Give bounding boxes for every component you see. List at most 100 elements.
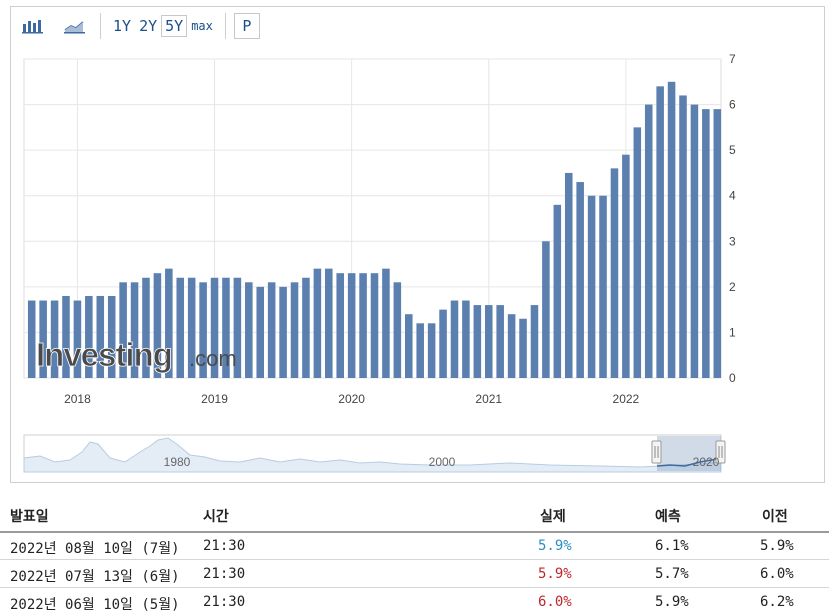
bar[interactable] [633,127,642,378]
row-divider [0,559,829,560]
bar[interactable] [382,268,390,378]
bar[interactable] [62,295,70,378]
bar[interactable] [107,295,116,378]
bar[interactable] [187,277,196,378]
bar[interactable] [622,154,630,378]
bar[interactable] [176,277,185,378]
bar[interactable] [507,314,516,378]
bar[interactable] [50,300,59,378]
x-tick-label: 2020 [338,392,365,406]
row-date: 2022년 06월 10일 (5월) [10,597,180,613]
bar[interactable] [405,314,413,378]
range-1y-button[interactable]: 1Y [113,17,132,35]
bar[interactable] [530,305,539,378]
bar[interactable] [347,273,356,378]
bar[interactable] [199,282,207,378]
y-tick-label: 7 [729,52,736,66]
navigator-label: 1980 [164,455,191,469]
row-date: 2022년 08월 10일 (7월) [10,541,180,557]
line-chart-icon[interactable] [58,12,92,40]
row-time: 21:30 [203,594,246,610]
navigator-label: 2000 [429,455,456,469]
investing-watermark: Investing .com [36,336,237,374]
bar[interactable] [576,182,584,378]
bar[interactable] [325,268,333,378]
bar[interactable] [427,323,436,378]
bar[interactable] [210,277,219,378]
bar[interactable] [313,268,322,378]
table-row: 2022년 06월 10일 (5월) 21:30 6.0% 5.9% 6.2% [0,590,829,614]
navigator-label: 2020 [693,455,720,469]
bar[interactable] [416,323,424,378]
bar[interactable] [610,168,619,378]
navigator-left-handle[interactable] [651,440,662,464]
bar[interactable] [439,309,447,378]
p-button[interactable]: P [233,13,260,39]
bar[interactable] [39,300,47,378]
bar[interactable] [336,273,344,378]
header-actual[interactable]: 실제 [540,509,566,525]
x-axis-ticks: 2018 2019 2020 2021 2022 [64,392,639,406]
header-forecast[interactable]: 예측 [655,509,681,525]
header-time[interactable]: 시간 [203,509,229,525]
bar[interactable] [644,104,653,378]
bar[interactable] [256,286,265,378]
bar[interactable] [96,295,105,378]
bar[interactable] [587,195,596,378]
bar[interactable] [85,295,93,378]
bar-chart-icon[interactable] [16,12,50,40]
bar[interactable] [564,172,573,378]
bar[interactable] [27,300,36,378]
bar[interactable] [73,300,82,378]
navigator-right-handle[interactable] [715,440,726,464]
bar[interactable] [222,277,230,378]
bar[interactable] [165,268,173,378]
bar[interactable] [496,305,504,378]
bar[interactable] [462,300,470,378]
bar[interactable] [119,282,127,378]
row-forecast: 5.7% [655,566,689,582]
x-tick-label: 2022 [613,392,640,406]
bar[interactable] [667,81,676,378]
bar[interactable] [553,204,562,378]
y-tick-label: 1 [729,325,736,339]
bar[interactable] [679,95,687,379]
range-navigator: 1980 2000 2020 [23,434,726,473]
bar[interactable] [484,305,493,378]
toolbar-separator [100,13,101,39]
bar[interactable] [233,277,242,378]
header-previous[interactable]: 이전 [762,509,788,525]
bar[interactable] [656,86,664,378]
bar[interactable] [542,241,550,378]
row-actual: 5.9% [538,538,572,554]
bar[interactable] [142,277,150,378]
bar[interactable] [450,300,459,378]
navigator-series-area [23,437,722,473]
range-max-button[interactable]: max [191,19,213,33]
range-2y-button[interactable]: 2Y [139,17,158,35]
bar[interactable] [599,195,607,378]
bar[interactable] [713,109,722,378]
header-date[interactable]: 발표일 [10,509,49,525]
bar[interactable] [473,305,482,378]
range-5y-button[interactable]: 5Y [161,15,188,37]
bar[interactable] [393,282,402,378]
bar[interactable] [702,109,710,378]
row-date: 2022년 07월 13일 (6월) [10,569,180,585]
bar[interactable] [279,286,287,378]
y-tick-label: 5 [729,143,736,157]
row-forecast: 6.1% [655,538,689,554]
bar[interactable] [370,273,379,378]
bar[interactable] [302,277,310,378]
x-tick-label: 2021 [475,392,502,406]
bar[interactable] [245,282,253,378]
bar[interactable] [267,282,276,378]
table-row: 2022년 08월 10일 (7월) 21:30 5.9% 6.1% 5.9% [0,534,829,562]
bar[interactable] [519,318,527,378]
bar[interactable] [130,282,139,378]
bar[interactable] [359,273,367,378]
bar[interactable] [690,104,699,378]
bar[interactable] [153,273,162,378]
bar[interactable] [290,282,299,378]
